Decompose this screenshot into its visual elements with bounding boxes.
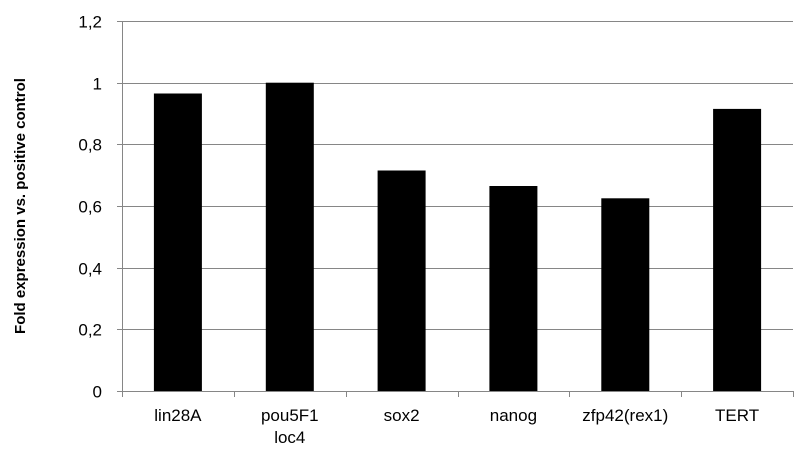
x-tick-label: sox2 [384,406,420,425]
y-tick-label: 0,6 [78,198,102,217]
y-axis-title: Fold expression vs. positive control [12,78,29,334]
y-tick-label: 1,2 [78,13,102,32]
y-tick-label: 1 [93,75,102,94]
x-tick-label: pou5F1 [261,406,319,425]
bar-sox2 [377,170,426,391]
x-tick-labels: lin28A pou5F1 loc4 sox2 nanog zfp42(rex1) TERT [154,406,759,447]
x-tick-label: TERT [715,406,759,425]
bar-zfp42-rex1 [601,198,650,391]
bar-lin28a [153,93,202,391]
x-tick-label: zfp42(rex1) [582,406,668,425]
x-tick-label: lin28A [154,406,202,425]
y-tick-label: 0,4 [78,260,102,279]
bar-tert [713,108,762,392]
x-tick-label: nanog [490,406,537,425]
bar-nanog [489,186,538,391]
y-tick-label: 0 [93,383,102,402]
bar-pou5f1-loc4 [265,82,314,391]
gridlines [122,21,793,330]
y-tick-label: 0,2 [78,321,102,340]
axes [117,21,794,397]
y-tick-label: 0,8 [78,136,102,155]
y-tick-labels: 0 0,2 0,4 0,6 0,8 1 1,2 [78,13,102,402]
bars [153,82,762,392]
x-tick-label: loc4 [274,428,305,447]
